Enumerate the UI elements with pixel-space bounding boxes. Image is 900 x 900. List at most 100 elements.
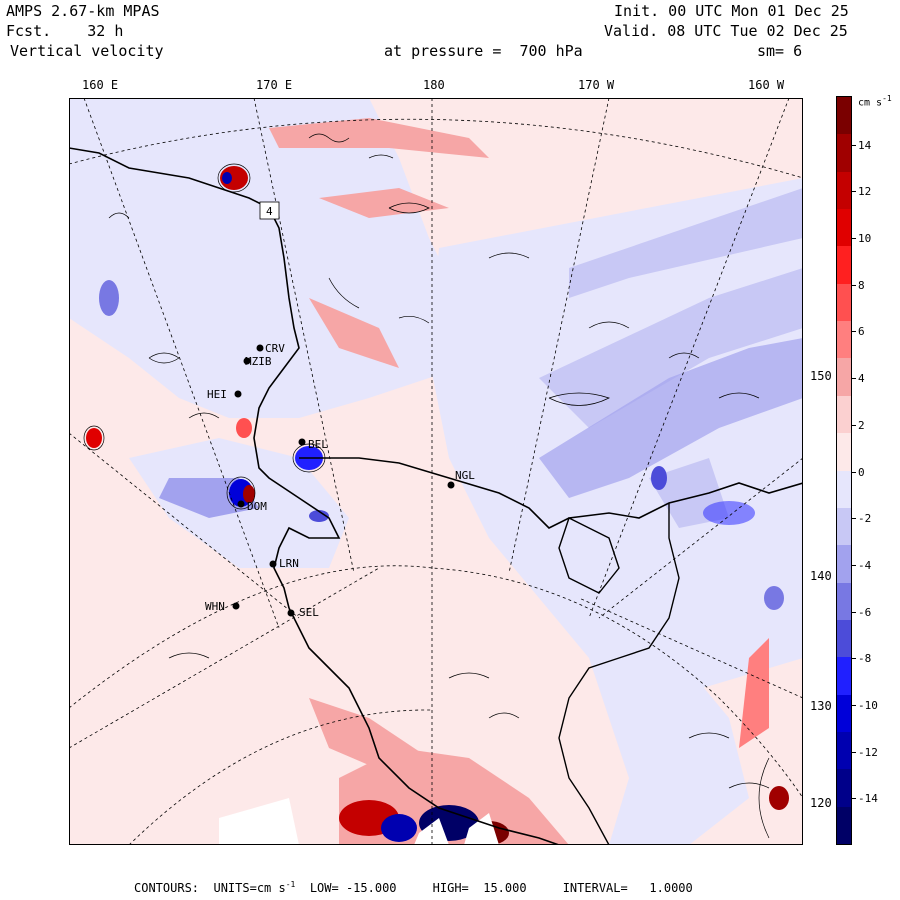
field-band-ascent-5 <box>739 638 769 748</box>
velocity-contours <box>83 133 770 839</box>
colorbar-tick <box>852 331 856 333</box>
colorbar-tick <box>852 284 856 286</box>
colorbar-segment <box>837 134 851 173</box>
colorbar-label: -8 <box>858 652 872 666</box>
colorbar-label: 14 <box>858 138 872 152</box>
station-dom-dot <box>237 500 245 508</box>
station-lrn-dot <box>269 560 277 568</box>
colorbar-segment <box>837 769 851 808</box>
field-band-descent-3 <box>539 338 803 498</box>
station-hei-dot <box>234 390 242 398</box>
contour-info: CONTOURS: UNITS=cm s-1 LOW= -15.000 HIGH… <box>134 880 693 895</box>
station-crv-dot <box>256 344 264 352</box>
grounding-line <box>558 503 680 845</box>
field-feature-ascent-3 <box>236 418 252 438</box>
colorbar-segment <box>837 246 851 285</box>
field-feature-descent-5 <box>99 280 119 316</box>
field-feature-descent-6 <box>764 586 784 610</box>
field-feature-ascent-5 <box>769 786 789 810</box>
colorbar-tick <box>852 191 856 193</box>
field-band-ascent-2 <box>319 188 449 218</box>
station-label-dom: DOM <box>247 500 267 513</box>
field-feature-descent-8 <box>703 501 755 525</box>
colorbar-segment <box>837 171 851 210</box>
colorbar-label: 0 <box>858 465 865 479</box>
field-feature-strong-ascent-2 <box>243 485 255 503</box>
field-feature-ascent-4 <box>86 428 102 448</box>
field-region-weak-descent-southeast <box>589 658 749 845</box>
colorbar-label: 6 <box>858 325 865 339</box>
colorbar-tick <box>852 424 856 426</box>
map-frame <box>69 98 803 845</box>
colorbar-segment <box>837 209 851 247</box>
station-label-mzib: MZIB <box>245 355 272 368</box>
field-feature-descent-9 <box>381 814 417 842</box>
colorbar-segment <box>837 283 851 322</box>
lon-label-170w: 170 W <box>578 78 615 92</box>
colorbar-tick <box>852 611 856 613</box>
station-labels: CRV MZIB HEI BEL DOM LRN WHN SEL NGL 4 <box>205 201 475 619</box>
station-markers <box>232 344 455 617</box>
lon-label-180: 180 <box>423 78 445 92</box>
colorbar-label: -4 <box>858 558 872 572</box>
station-whn-dot <box>232 602 240 610</box>
colorbar-tick <box>852 518 856 520</box>
valid-time: Valid. 08 UTC Tue 02 Dec 25 <box>604 22 848 40</box>
lon-label-160w: 160 W <box>748 78 785 92</box>
lon-label-170e: 170 E <box>256 78 293 92</box>
contour-label-value: 4 <box>266 205 273 218</box>
colorbar-segment <box>837 806 851 845</box>
colorbar-label: 2 <box>858 418 865 432</box>
station-label-whn: WHN <box>205 600 225 613</box>
vertical-velocity-map: CRV MZIB HEI BEL DOM LRN WHN SEL NGL 4 <box>69 98 803 845</box>
init-time: Init. 00 UTC Mon 01 Dec 25 <box>614 2 849 20</box>
station-label-sel: SEL <box>299 606 319 619</box>
field-band-descent-1 <box>569 188 803 298</box>
colorbar-label: 8 <box>858 278 865 292</box>
colorbar-tick <box>852 751 856 753</box>
colorbar-segment <box>837 657 851 696</box>
smoothing-label: sm= 6 <box>757 42 803 60</box>
colorbar-segment <box>837 358 851 397</box>
field-band-ascent-1 <box>269 118 489 158</box>
colorbar-units: cm s-1 <box>858 94 892 109</box>
station-label-lrn: LRN <box>279 557 299 570</box>
colorbar-segment <box>837 731 851 770</box>
field-title: Vertical velocity <box>10 42 164 60</box>
forecast-label: Fcst. 32 h <box>6 22 124 40</box>
colorbar-tick <box>852 704 856 706</box>
colorbar-segment <box>837 507 851 546</box>
station-label-ngl: NGL <box>455 469 475 482</box>
station-label-crv: CRV <box>265 342 285 355</box>
colorbar-tick <box>852 378 856 380</box>
colorbar-tick <box>852 564 856 566</box>
colorbar-segment <box>837 433 851 471</box>
colorbar-tick <box>852 144 856 146</box>
colorbar-segment <box>837 545 851 584</box>
colorbar-segment <box>837 395 851 434</box>
colorbar-label: -12 <box>858 745 878 759</box>
field-band-ascent-3 <box>309 298 399 368</box>
colorbar-segment <box>837 619 851 658</box>
colorbar-segment <box>837 694 851 733</box>
station-mzib-dot <box>243 357 251 365</box>
station-sel-dot <box>287 609 295 617</box>
contour-label-box <box>259 201 280 220</box>
colorbar-tick <box>852 238 856 240</box>
model-title: AMPS 2.67-km MPAS <box>6 2 160 20</box>
field-feature-descent-7 <box>651 466 667 490</box>
colorbar-segment <box>837 321 851 359</box>
colorbar-segment <box>837 582 851 621</box>
colorbar-label: -6 <box>858 605 872 619</box>
station-ngl-dot <box>447 481 455 489</box>
colorbar-tick <box>852 798 856 800</box>
colorbar-label: 12 <box>858 185 872 199</box>
field-missing-3 <box>219 798 299 845</box>
graticule-parallels <box>69 118 803 845</box>
field-missing-1 <box>414 818 449 845</box>
field-feature-strong-descent-1 <box>222 172 232 184</box>
lon-label-160e: 160 E <box>82 78 119 92</box>
colorbar <box>836 96 852 845</box>
colorbar-tick <box>852 471 856 473</box>
station-label-bel: BEL <box>308 438 328 451</box>
